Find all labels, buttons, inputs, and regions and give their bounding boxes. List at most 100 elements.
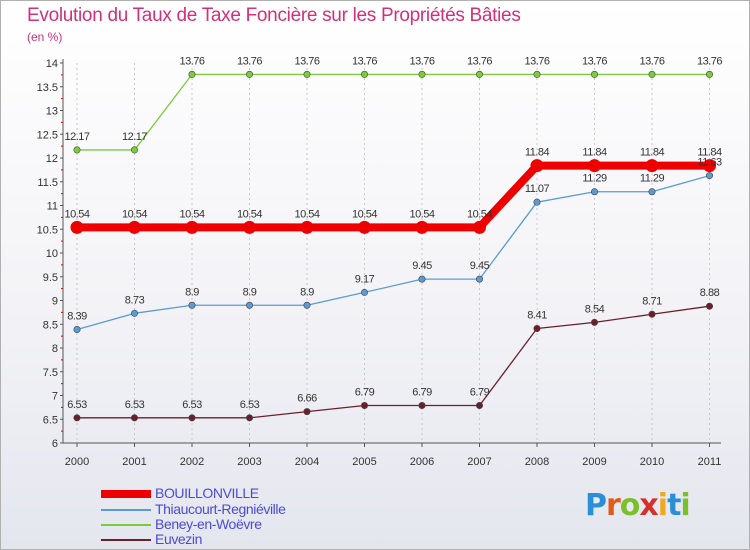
data-point	[360, 288, 368, 296]
data-point	[530, 159, 544, 173]
data-point	[300, 220, 314, 234]
data-point	[533, 70, 541, 78]
chart-title: Evolution du Taux de Taxe Foncière sur l…	[27, 5, 521, 26]
data-point	[246, 414, 254, 422]
data-label: 6.66	[297, 393, 317, 405]
data-label: 6.79	[355, 386, 375, 398]
data-label: 10.54	[409, 208, 434, 220]
y-tick-label: 13.5	[37, 82, 58, 94]
data-label: 9.45	[470, 260, 490, 272]
data-point	[131, 309, 139, 317]
data-point	[475, 401, 483, 409]
data-label: 11.84	[525, 147, 550, 159]
logo-letter: o	[619, 488, 641, 523]
y-tick-label: 6.5	[43, 414, 58, 426]
data-point	[70, 220, 84, 234]
data-label: 13.76	[179, 55, 204, 67]
y-tick-label: 7	[52, 391, 58, 403]
data-point	[473, 220, 486, 234]
data-label: 11.29	[582, 173, 607, 185]
data-point	[648, 310, 656, 318]
data-label: 6.53	[125, 399, 145, 411]
data-point	[590, 318, 598, 326]
data-label: 11.07	[525, 183, 550, 195]
data-label: 8.9	[185, 286, 199, 298]
legend-swatch	[101, 524, 151, 526]
legend-label: Euvezin	[155, 531, 203, 547]
data-point	[703, 159, 716, 173]
x-tick-label: 2010	[640, 456, 664, 468]
data-point	[73, 414, 81, 422]
data-point	[648, 70, 656, 78]
data-point	[705, 172, 713, 180]
x-tick-label: 2006	[410, 456, 434, 468]
data-label: 8.54	[585, 303, 605, 315]
x-tick-label: 2001	[122, 456, 146, 468]
data-label: 8.88	[700, 287, 720, 299]
data-label: 13.76	[697, 55, 722, 67]
legend-swatch	[101, 539, 151, 541]
data-label: 10.54	[64, 208, 89, 220]
logo-letter: x	[639, 488, 658, 523]
data-label: 12.17	[122, 131, 147, 143]
legend-swatch	[101, 509, 151, 511]
legend-label: BOUILLONVILLE	[155, 485, 259, 501]
data-point	[246, 70, 254, 78]
data-label: 11.84	[640, 147, 665, 159]
y-tick-label: 9	[52, 296, 58, 308]
data-point	[648, 188, 656, 196]
data-label: 6.79	[412, 386, 432, 398]
series-line	[77, 305, 710, 419]
y-tick-label: 10	[46, 248, 58, 260]
data-point	[185, 220, 199, 234]
data-label: 9.17	[355, 273, 375, 285]
proxiti-logo: Proxiti	[585, 488, 691, 523]
data-point	[360, 401, 368, 409]
data-label: 12.17	[64, 131, 89, 143]
y-tick-label: 13	[46, 106, 58, 118]
y-tick-label: 7.5	[43, 367, 58, 379]
data-point	[358, 220, 371, 234]
data-point	[533, 325, 541, 333]
data-label: 13.76	[639, 55, 664, 67]
data-label: 11.84	[582, 147, 607, 159]
data-label: 8.73	[125, 294, 145, 306]
data-label: 6.53	[240, 399, 260, 411]
y-tick-label: 12.5	[37, 129, 58, 141]
y-tick-label: 14	[46, 58, 58, 70]
data-label: 13.76	[467, 55, 492, 67]
series-line	[77, 161, 710, 232]
data-label: 10.54	[352, 208, 377, 220]
legend-item-euvezin: Euvezin	[101, 531, 361, 548]
data-label: 13.76	[524, 55, 549, 67]
data-point	[188, 70, 196, 78]
data-point	[590, 70, 598, 78]
data-label: 10.54	[294, 208, 319, 220]
data-label: 8.41	[527, 310, 547, 322]
data-point	[588, 159, 601, 173]
data-point	[418, 401, 426, 409]
data-point	[128, 220, 141, 234]
data-point	[131, 146, 139, 154]
data-point	[188, 414, 196, 422]
data-point	[705, 70, 713, 78]
data-point	[475, 275, 483, 283]
data-point	[73, 146, 81, 154]
x-tick-label: 2004	[295, 456, 319, 468]
data-label: 10.54	[122, 208, 147, 220]
data-label: 13.76	[294, 55, 319, 67]
data-point	[188, 301, 196, 309]
x-tick-label: 2000	[65, 456, 89, 468]
data-point	[303, 408, 311, 416]
data-point	[475, 70, 483, 78]
data-label: 8.71	[642, 295, 662, 307]
data-label: 13.76	[409, 55, 434, 67]
x-tick-label: 2008	[525, 456, 549, 468]
y-tick-label: 8	[52, 343, 58, 355]
x-tick-label: 2003	[237, 456, 261, 468]
data-label: 13.76	[237, 55, 262, 67]
series-line	[77, 73, 710, 151]
data-point	[360, 70, 368, 78]
data-point	[303, 301, 311, 309]
